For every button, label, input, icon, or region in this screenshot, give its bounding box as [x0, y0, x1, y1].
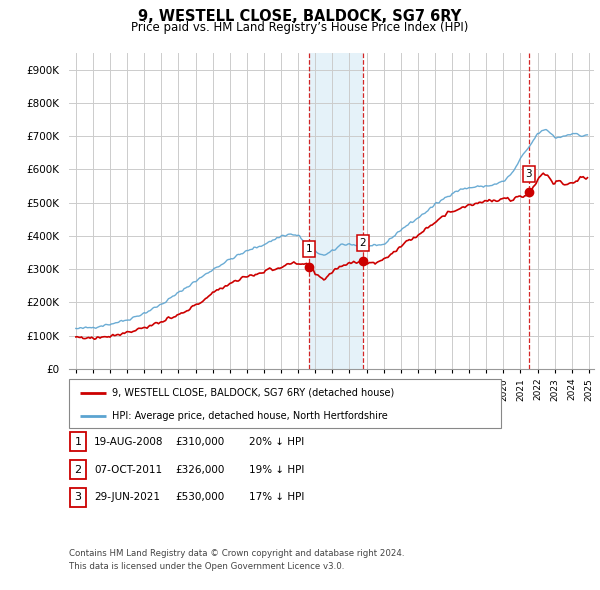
Text: 19-AUG-2008: 19-AUG-2008 [94, 437, 164, 447]
Text: Contains HM Land Registry data © Crown copyright and database right 2024.: Contains HM Land Registry data © Crown c… [69, 549, 404, 558]
Text: 3: 3 [74, 493, 82, 502]
Text: HPI: Average price, detached house, North Hertfordshire: HPI: Average price, detached house, Nort… [112, 411, 388, 421]
Text: 29-JUN-2021: 29-JUN-2021 [94, 493, 160, 502]
Text: £310,000: £310,000 [176, 437, 225, 447]
Text: This data is licensed under the Open Government Licence v3.0.: This data is licensed under the Open Gov… [69, 562, 344, 571]
Text: £530,000: £530,000 [176, 493, 225, 502]
Text: £326,000: £326,000 [176, 465, 225, 474]
Text: 19% ↓ HPI: 19% ↓ HPI [249, 465, 304, 474]
Text: 9, WESTELL CLOSE, BALDOCK, SG7 6RY: 9, WESTELL CLOSE, BALDOCK, SG7 6RY [139, 9, 461, 24]
Bar [309, 53, 362, 369]
Text: 3: 3 [526, 169, 532, 179]
Text: 1: 1 [305, 244, 312, 254]
Text: Price paid vs. HM Land Registry’s House Price Index (HPI): Price paid vs. HM Land Registry’s House … [131, 21, 469, 34]
FancyBboxPatch shape [70, 432, 86, 451]
Text: 1: 1 [74, 437, 82, 447]
FancyBboxPatch shape [70, 488, 86, 507]
Text: 2: 2 [359, 238, 366, 248]
Text: 2: 2 [74, 465, 82, 474]
Text: 9, WESTELL CLOSE, BALDOCK, SG7 6RY (detached house): 9, WESTELL CLOSE, BALDOCK, SG7 6RY (deta… [112, 388, 394, 398]
FancyBboxPatch shape [69, 379, 501, 428]
FancyBboxPatch shape [70, 460, 86, 479]
Text: 20% ↓ HPI: 20% ↓ HPI [249, 437, 304, 447]
Text: 17% ↓ HPI: 17% ↓ HPI [249, 493, 304, 502]
Text: 07-OCT-2011: 07-OCT-2011 [94, 465, 163, 474]
